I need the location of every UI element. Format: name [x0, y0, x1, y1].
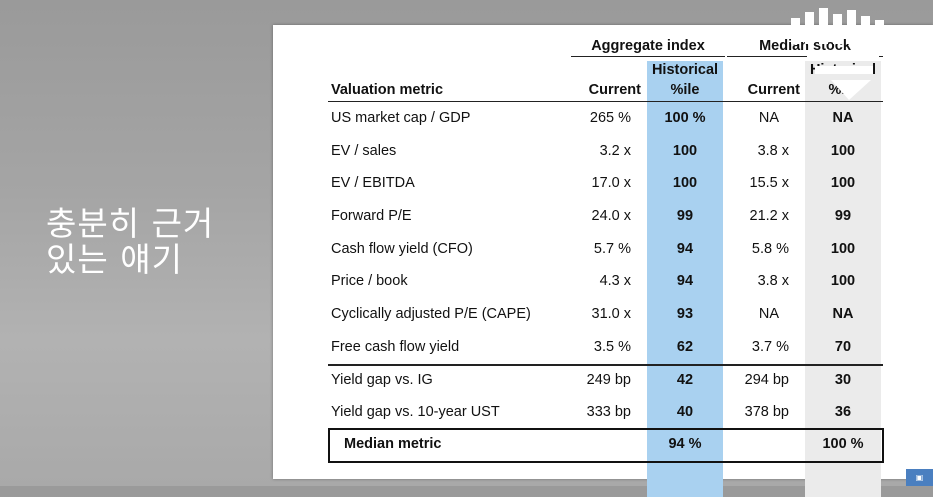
aggregate-percentile: 100 — [672, 175, 698, 192]
table-row: EV / sales 3.2 x 100 3.8 x 100 — [273, 135, 933, 168]
median-metric-row: Median metric 94 % 100 % — [328, 428, 884, 463]
metric-name: Cash flow yield (CFO) — [331, 240, 473, 257]
aggregate-current: 3.5 % — [593, 338, 631, 355]
aggregate-percentile: 42 — [676, 371, 694, 388]
median-percentile: 99 — [834, 208, 852, 225]
aggregate-percentile: 94 — [676, 240, 694, 257]
aggregate-current: 31.0 x — [591, 306, 632, 323]
median-current: 21.2 x — [749, 208, 790, 225]
column-header-median-current: Current — [747, 82, 800, 98]
aggregate-percentile: 94 — [676, 273, 694, 290]
metric-name: EV / EBITDA — [331, 175, 415, 192]
metric-name: US market cap / GDP — [331, 110, 471, 126]
table-row: Free cash flow yield 3.5 % 62 3.7 % 70 — [273, 331, 933, 364]
aggregate-current: 265 % — [589, 110, 631, 126]
historical-label: Historical — [651, 62, 719, 78]
median-percentile: NA — [832, 110, 854, 126]
median-percentile: 36 — [834, 404, 852, 421]
watermark-badge-icon: ▣ — [906, 469, 933, 486]
group-header-aggregate: Aggregate index — [571, 38, 725, 57]
median-percentile: 100 — [830, 240, 856, 257]
aggregate-current: 5.7 % — [593, 240, 631, 257]
caption-line-1: 충분히 근거 — [46, 204, 215, 243]
aggregate-percentile: 99 — [676, 208, 694, 225]
aggregate-current: 17.0 x — [591, 175, 632, 192]
metric-name: Yield gap vs. IG — [331, 371, 433, 388]
table-row: Cash flow yield (CFO) 5.7 % 94 5.8 % 100 — [273, 233, 933, 266]
aggregate-percentile: 40 — [676, 404, 694, 421]
median-current: 378 bp — [744, 404, 789, 421]
metric-name: Cyclically adjusted P/E (CAPE) — [331, 306, 531, 323]
median-metric-label: Median metric — [344, 436, 442, 452]
median-current: 3.7 % — [751, 338, 789, 355]
median-historical-highlight — [805, 61, 881, 497]
median-current: 3.8 x — [757, 142, 789, 159]
table-row: Forward P/E 24.0 x 99 21.2 x 99 — [273, 200, 933, 233]
header-divider — [328, 101, 883, 102]
column-header-aggregate-historical: Historical %ile — [647, 60, 723, 100]
table-row: Yield gap vs. IG 249 bp 42 294 bp 30 — [273, 364, 933, 397]
aggregate-percentile: 100 % — [664, 110, 706, 126]
metric-name: EV / sales — [331, 142, 397, 159]
median-current: 5.8 % — [751, 240, 789, 257]
aggregate-current: 3.2 x — [599, 142, 631, 159]
metric-name: Forward P/E — [331, 208, 412, 225]
caption-line-2: 있는 얘기 — [46, 240, 183, 279]
median-current: 294 bp — [744, 371, 789, 388]
aggregate-current: 4.3 x — [599, 273, 631, 290]
median-percentile: 70 — [834, 338, 852, 355]
table-row: Yield gap vs. 10-year UST 333 bp 40 378 … — [273, 396, 933, 429]
table-row: Cyclically adjusted P/E (CAPE) 31.0 x 93… — [273, 298, 933, 331]
median-current: 15.5 x — [749, 175, 790, 192]
median-percentile: 100 — [830, 273, 856, 290]
metric-name: Yield gap vs. 10-year UST — [331, 404, 500, 421]
aggregate-percentile: 93 — [676, 306, 694, 323]
table-body: US market cap / GDP 265 % 100 % NA NA EV… — [273, 102, 933, 429]
column-header-aggregate-current: Current — [588, 82, 641, 98]
median-current: NA — [758, 306, 780, 323]
table-row: EV / EBITDA 17.0 x 100 15.5 x 100 — [273, 167, 933, 200]
metric-name: Price / book — [331, 273, 408, 290]
aggregate-current: 249 bp — [586, 371, 631, 388]
median-percentile: 100 — [830, 142, 856, 159]
table-row: US market cap / GDP 265 % 100 % NA NA — [273, 102, 933, 135]
column-header-metric: Valuation metric — [331, 82, 444, 98]
median-metric-median-stock: 100 % — [822, 436, 864, 452]
median-current: 3.8 x — [757, 273, 789, 290]
aggregate-historical-highlight — [647, 61, 723, 497]
median-metric-aggregate: 94 % — [668, 436, 702, 452]
aggregate-percentile: 62 — [676, 338, 694, 355]
slide-caption: 충분히 근거 있는 얘기 — [46, 206, 214, 278]
metric-name: Free cash flow yield — [331, 338, 460, 355]
median-percentile: 30 — [834, 371, 852, 388]
median-percentile: NA — [832, 306, 854, 323]
percentile-label: %ile — [670, 82, 700, 98]
table-row: Price / book 4.3 x 94 3.8 x 100 — [273, 265, 933, 298]
aggregate-current: 24.0 x — [591, 208, 632, 225]
median-current: NA — [758, 110, 780, 126]
aggregate-current: 333 bp — [586, 404, 631, 421]
median-percentile: 100 — [830, 175, 856, 192]
section-divider — [328, 364, 883, 366]
channel-logo-icon — [791, 8, 929, 100]
aggregate-percentile: 100 — [672, 142, 698, 159]
